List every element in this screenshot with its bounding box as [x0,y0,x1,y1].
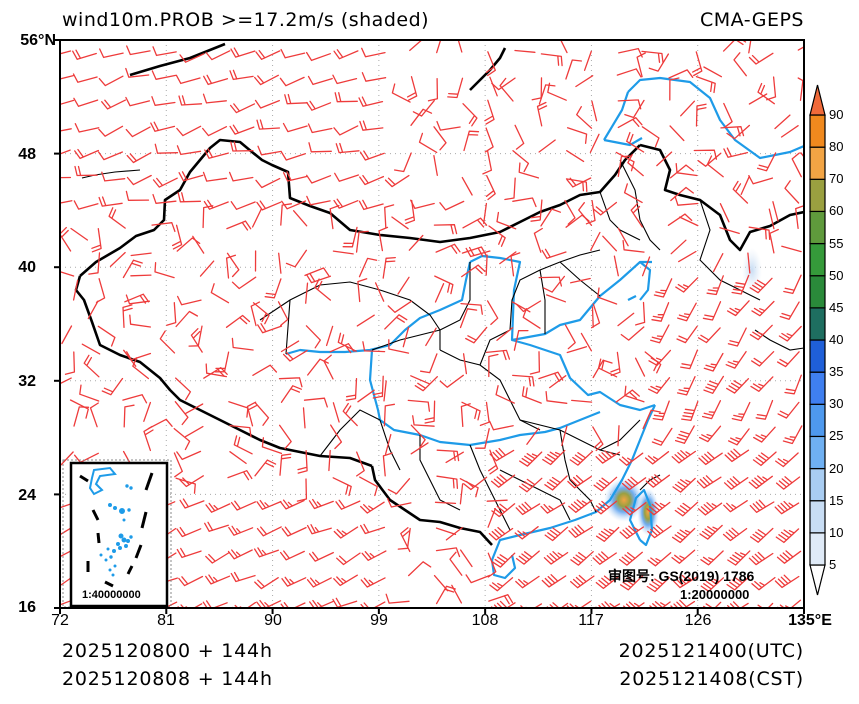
rivers [285,76,804,580]
model-name: CMA-GEPS [699,9,804,31]
init-time-utc: 2025120800 + 144h [62,640,273,662]
prob-area-taiwan-east [637,488,659,536]
graticule [60,40,804,608]
colorbar-label-25: 25 [829,428,844,444]
x-tick-126: 126 [684,612,712,629]
x-tick-90: 90 [264,612,282,629]
y-tick-56: 56°N [20,32,56,49]
chart-title: wind10m.PROB >=17.2m/s (shaded) [62,9,430,31]
colorbar-label-45: 45 [829,299,844,315]
y-tick-48: 48 [18,146,36,163]
x-tick-81: 81 [157,612,175,629]
map-frame [59,39,805,609]
x-tick-135: 135°E [788,612,832,629]
main-map-scale: 1:20000000 [680,587,750,602]
y-tick-24: 24 [18,487,36,504]
colorbar-label-10: 10 [829,524,844,540]
y-tick-40: 40 [18,259,36,276]
colorbar-label-50: 50 [829,267,844,283]
colorbar-label-60: 60 [829,203,844,219]
x-tick-72: 72 [51,612,69,629]
init-time-cst: 2025120808 + 144h [62,668,273,690]
south-china-sea-inset [62,459,172,608]
inset-map-scale: 1:40000000 [82,589,141,601]
colorbar-label-80: 80 [829,139,844,155]
y-tick-32: 32 [18,373,36,390]
x-tick-108: 108 [471,612,499,629]
colorbar-label-70: 70 [829,171,844,187]
colorbar-label-35: 35 [829,364,844,380]
x-tick-117: 117 [578,612,604,629]
map-approval-number: 审图号: GS(2019) 1786 [608,568,755,584]
colorbar-label-15: 15 [829,492,844,508]
wind-barbs [60,40,804,608]
valid-time-utc: 2025121400(UTC) [618,640,804,662]
colorbar-label-20: 20 [829,460,844,476]
colorbar-label-90: 90 [829,107,844,122]
colorbar-label-30: 30 [829,396,844,412]
valid-time-cst: 2025121408(CST) [619,668,804,690]
province-borders [81,159,804,531]
x-tick-99: 99 [370,612,388,629]
colorbar-label-5: 5 [829,557,837,572]
y-tick-16: 16 [18,599,36,616]
colorbar-label-55: 55 [829,235,844,251]
colorbar [809,84,826,596]
country-borders [74,42,804,546]
colorbar-label-40: 40 [829,332,844,347]
